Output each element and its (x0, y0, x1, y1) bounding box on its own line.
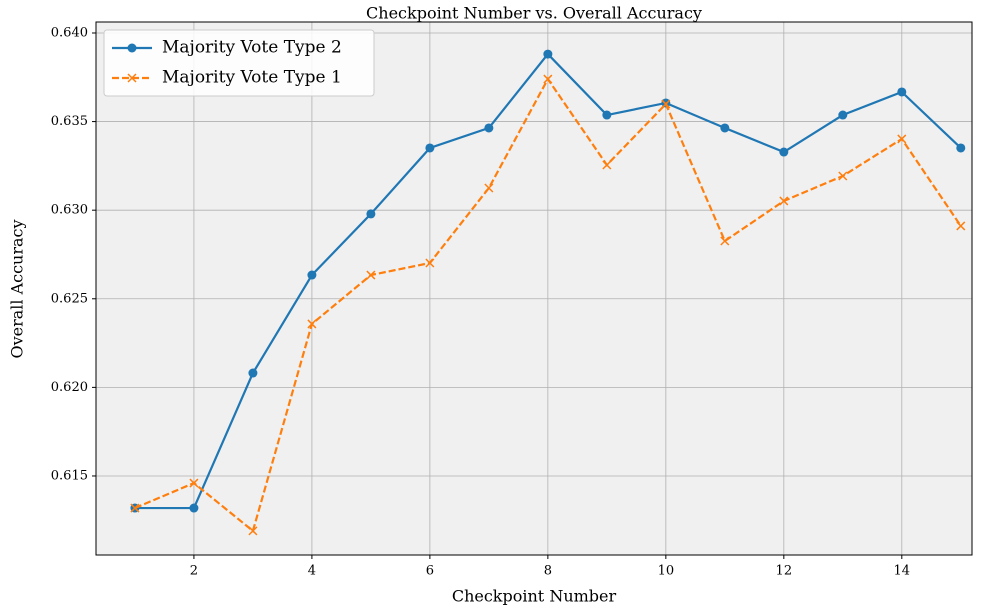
y-tick-label: 0.615 (51, 468, 88, 483)
x-tick-label: 2 (190, 564, 198, 579)
point (897, 134, 907, 144)
point (130, 503, 140, 513)
point (248, 526, 258, 536)
x-tick-label: 12 (776, 564, 793, 579)
y-tick-label: 0.635 (51, 114, 88, 129)
y-tick-label: 0.640 (51, 25, 88, 40)
legend-label: Majority Vote Type 1 (162, 68, 342, 88)
legend-marker (127, 73, 137, 83)
point (189, 503, 199, 513)
point (425, 258, 435, 268)
x-tick-label: 8 (544, 564, 552, 579)
point (779, 147, 789, 157)
point (248, 368, 258, 378)
point (720, 236, 730, 246)
point (543, 74, 553, 84)
chart-title: Checkpoint Number vs. Overall Accuracy (366, 4, 702, 23)
x-tick-label: 10 (658, 564, 675, 579)
plot-frame (95, 21, 973, 556)
point (484, 123, 494, 133)
x-tick-label: 6 (426, 564, 434, 579)
point (838, 171, 848, 181)
point (366, 270, 376, 280)
y-axis-label: Overall Accuracy (8, 219, 27, 358)
point (720, 123, 730, 133)
plot-area (96, 22, 972, 555)
x-axis-label: Checkpoint Number (452, 587, 617, 606)
point (189, 478, 199, 488)
point (602, 110, 612, 120)
y-tick-label: 0.630 (51, 203, 88, 218)
point (661, 99, 671, 109)
x-tick-label: 14 (894, 564, 911, 579)
point (425, 143, 435, 153)
legend (103, 29, 375, 97)
point (543, 49, 553, 59)
point (956, 221, 966, 231)
y-tick-label: 0.620 (51, 380, 88, 395)
point (307, 270, 317, 280)
point (366, 209, 376, 219)
x-tick-label: 4 (308, 564, 316, 579)
point (956, 143, 966, 153)
point (897, 87, 907, 97)
point (484, 183, 494, 193)
y-tick-label: 0.625 (51, 291, 88, 306)
legend-marker (127, 43, 137, 53)
point (779, 196, 789, 206)
point (307, 319, 317, 329)
legend-label: Majority Vote Type 2 (162, 38, 342, 58)
point (602, 160, 612, 170)
point (838, 110, 848, 120)
